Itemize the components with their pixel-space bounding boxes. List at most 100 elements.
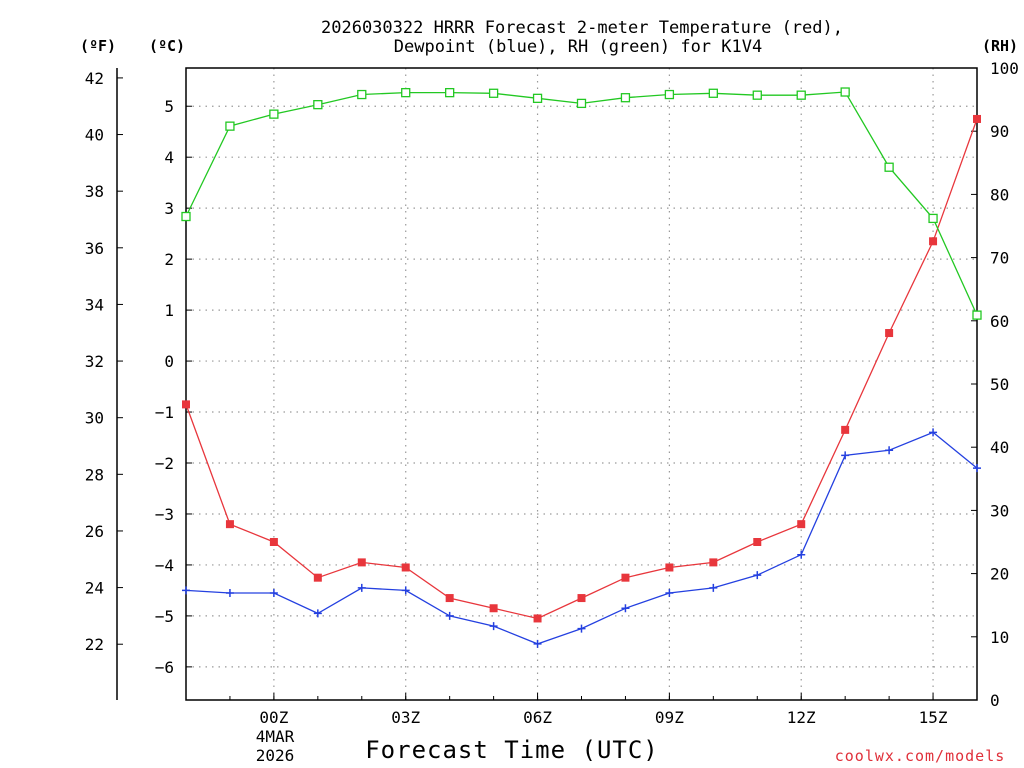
rh-point: [620, 93, 631, 103]
x-tick-label: 06Z: [523, 708, 552, 727]
fahrenheit-tick-label: 40: [85, 126, 104, 145]
plot-frame: [185, 67, 978, 701]
rh-tick-label: 90: [990, 122, 1009, 141]
celsius-tick-label: −4: [155, 556, 174, 575]
celsius-tick-label: 3: [164, 199, 174, 218]
dewpoint-line: [185, 431, 978, 645]
rh-tick-label: 10: [990, 628, 1009, 647]
rh-tick-label: 0: [990, 691, 1000, 710]
fahrenheit-tick-label: 30: [85, 409, 104, 428]
rh-point: [752, 90, 762, 100]
dewpoint-point: [533, 639, 542, 648]
rh-point: [708, 88, 718, 98]
dewpoint-point: [621, 604, 630, 613]
x-tick-label: 09Z: [655, 708, 684, 727]
rh-point: [357, 89, 367, 100]
x-tick-label: 12Z: [787, 708, 816, 727]
temperature-point: [357, 558, 366, 567]
rh-point: [928, 213, 938, 224]
celsius-unit-label: (ºC): [149, 37, 185, 55]
temperature-point: [577, 594, 586, 603]
rh-point: [796, 90, 806, 100]
gridlines: [186, 68, 977, 700]
rh-point: [884, 162, 894, 172]
rh-point: [972, 310, 982, 320]
celsius-tick-label: 4: [164, 148, 174, 167]
dewpoint-point: [665, 588, 674, 597]
fahrenheit-tick-label: 24: [85, 579, 104, 598]
rh-tick-label: 80: [990, 185, 1009, 204]
temperature-point: [489, 604, 498, 613]
temperature-point: [621, 573, 630, 582]
temperature-point: [797, 520, 806, 529]
dewpoint-point: [357, 583, 366, 592]
temperature-point: [533, 614, 542, 623]
celsius-tick-label: 1: [164, 301, 174, 320]
rh-tick-label: 50: [990, 375, 1009, 394]
rh-point: [532, 93, 543, 103]
celsius-tick-label: −2: [155, 454, 174, 473]
x-tick-label: 03Z: [391, 708, 420, 727]
rh-point: [840, 87, 850, 97]
temperature-line: [185, 118, 978, 620]
rh-tick-label: 30: [990, 501, 1009, 520]
fahrenheit-tick-label: 22: [85, 635, 104, 654]
rh-point: [313, 100, 323, 110]
dewpoint-point: [885, 446, 894, 455]
rh-point: [576, 98, 587, 109]
temperature-point: [445, 594, 454, 603]
credit-link[interactable]: coolwx.com/models: [835, 747, 1006, 765]
temperature-point: [665, 563, 674, 572]
rh-line: [185, 91, 978, 316]
date-label-year: 2026: [256, 746, 295, 765]
rh-tick-label: 70: [990, 249, 1009, 268]
rh-tick-label: 40: [990, 438, 1009, 457]
dewpoint-point: [577, 624, 586, 633]
rh-point: [445, 87, 455, 98]
x-tick-label: 00Z: [259, 708, 288, 727]
celsius-tick-label: −3: [155, 505, 174, 524]
rh-point: [225, 121, 235, 131]
temperature-point: [182, 400, 190, 409]
rh-point: [401, 87, 411, 98]
dewpoint-point: [489, 622, 498, 631]
temperature-point: [401, 563, 410, 572]
fahrenheit-tick-label: 32: [85, 352, 104, 371]
dewpoint-point: [841, 451, 850, 460]
celsius-tick-label: 0: [164, 352, 174, 371]
temperature-point: [929, 237, 938, 246]
dewpoint-point: [445, 611, 454, 620]
dewpoint-point: [401, 586, 410, 595]
dewpoint-point: [225, 588, 234, 597]
temperature-point: [709, 558, 718, 567]
dewpoint-point: [929, 428, 938, 437]
series-lines: [181, 87, 982, 648]
date-label-month: 4MAR: [256, 727, 295, 746]
fahrenheit-tick-label: 42: [85, 69, 104, 88]
temperature-point: [269, 538, 278, 546]
temperature-point: [313, 573, 322, 582]
fahrenheit-unit-label: (ºF): [80, 37, 116, 55]
rh-tick-label: 100: [990, 59, 1019, 78]
dewpoint-point: [709, 583, 718, 592]
fahrenheit-tick-label: 36: [85, 239, 104, 258]
fahrenheit-tick-label: 34: [85, 295, 104, 314]
celsius-tick-label: 2: [164, 250, 174, 269]
temperature-point: [885, 329, 894, 338]
rh-point: [269, 109, 279, 119]
temperature-point: [841, 425, 850, 434]
rh-point: [488, 88, 499, 98]
rh-tick-label: 20: [990, 565, 1009, 584]
celsius-tick-label: −5: [155, 607, 174, 626]
chart-title-line-1: 2026030322 HRRR Forecast 2-meter Tempera…: [321, 18, 843, 38]
rh-point: [664, 89, 675, 100]
fahrenheit-tick-label: 28: [85, 465, 104, 484]
temperature-point: [973, 114, 981, 123]
temperature-point: [225, 520, 234, 529]
dewpoint-point: [269, 588, 278, 597]
dewpoint-point: [973, 464, 981, 473]
fahrenheit-tick-label: 38: [85, 182, 104, 201]
temperature-point: [753, 538, 762, 546]
